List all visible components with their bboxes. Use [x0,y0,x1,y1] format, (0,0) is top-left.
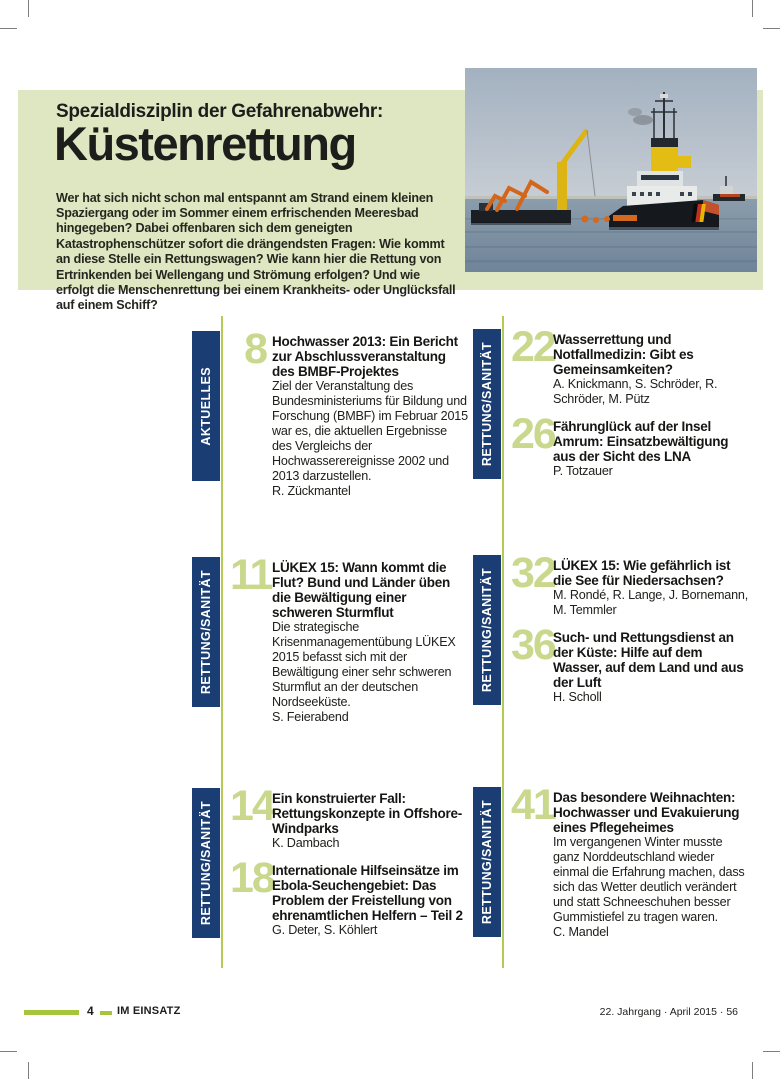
coast-guard-ship-photo [465,68,757,272]
entry-text: Such- und Rettungsdienst an der Küste: H… [553,630,749,705]
crop-mark-top-right-h [763,28,780,29]
section-label-box: RETTUNG/SANITÄT [192,557,220,707]
entry-title: Ein konstruierter Fall: Rettungskonzepte… [272,791,463,836]
entry-page-number: 36 [511,621,557,669]
section-label-box: RETTUNG/SANITÄT [473,787,501,937]
entry-authors: S. Feierabend [272,710,349,724]
entry-authors: M. Rondé, R. Lange, J. Bornemann, M. Tem… [553,588,749,617]
section-label: RETTUNG/SANITÄT [480,567,494,693]
entry-authors: G. Deter, S. Köhlert [272,923,378,937]
entry-page-number: 14 [230,782,276,830]
entry-description: Die strategische Krisenmanagementübung L… [272,620,456,709]
entry-authors: A. Knickmann, S. Schröder, R. Schröder, … [553,377,718,406]
entry-authors: H. Scholl [553,690,602,704]
toc-entry: 41 Das besondere Weihnachten: Hochwasser… [511,781,751,940]
crop-mark-bottom-right-h [763,1051,780,1052]
toc-entry: 22 Wasserrettung und Notfallmedizin: Gib… [511,323,751,407]
crop-mark-bottom-left-v [28,1062,29,1079]
toc-entry: 11 LÜKEX 15: Wann kommt die Flut? Bund u… [230,551,470,725]
entry-description: Im vergangenen Winter musste ganz Nordde… [553,835,745,924]
toc-divider-line-right [502,316,504,968]
entry-title: Wasserrettung und Notfallmedizin: Gibt e… [553,332,694,377]
section-label: RETTUNG/SANITÄT [199,800,213,926]
section-label: RETTUNG/SANITÄT [480,341,494,467]
entry-page-number: 8 [244,325,268,373]
toc-entry: 18 Internationale Hilfseinsätze im Ebola… [230,854,470,938]
toc-divider-line-left [221,316,223,968]
section-label-box: RETTUNG/SANITÄT [473,329,501,479]
footer-magazine-title: IM EINSATZ [117,1005,181,1017]
section-label-box: AKTUELLES [192,331,220,481]
section-label: RETTUNG/SANITÄT [199,569,213,695]
entry-text: Fährunglück auf der Insel Amrum: Einsatz… [553,419,749,479]
section-entries: 14 Ein konstruierter Fall: Rettungskonze… [230,782,470,950]
crop-mark-top-left-h [0,28,17,29]
crop-mark-bottom-right-v [752,1062,753,1079]
entry-page-number: 26 [511,410,557,458]
entry-title: Fährunglück auf der Insel Amrum: Einsatz… [553,419,729,464]
entry-text: Hochwasser 2013: Ein Bericht zur Abschlu… [272,334,468,499]
crop-mark-top-right-v [752,0,753,17]
footer-accent-dash [100,1011,112,1015]
footer-accent-bar [24,1010,79,1015]
entry-title: Hochwasser 2013: Ein Bericht zur Abschlu… [272,334,458,379]
section-entries: 22 Wasserrettung und Notfallmedizin: Gib… [511,323,751,491]
ship-photo-illustration [465,68,757,272]
crop-mark-top-left-v [28,0,29,17]
entry-description: Ziel der Veranstaltung des Bundesministe… [272,379,468,483]
entry-text: Internationale Hilfseinsätze im Ebola-Se… [272,863,468,938]
section-label-box: RETTUNG/SANITÄT [192,788,220,938]
section-entries: 11 LÜKEX 15: Wann kommt die Flut? Bund u… [230,551,470,737]
page-title: Küstenrettung [54,117,357,170]
section-entries: 8 Hochwasser 2013: Ein Bericht zur Absch… [230,325,470,511]
entry-title: Das besondere Weihnachten: Hochwasser un… [553,790,740,835]
entry-text: Das besondere Weihnachten: Hochwasser un… [553,790,749,940]
entry-page-number: 11 [230,551,273,599]
toc-entry: 14 Ein konstruierter Fall: Rettungskonze… [230,782,470,851]
entry-title: Internationale Hilfseinsätze im Ebola-Se… [272,863,463,923]
entry-title: Such- und Rettungsdienst an der Küste: H… [553,630,744,690]
entry-authors: R. Zückmantel [272,484,351,498]
entry-text: LÜKEX 15: Wann kommt die Flut? Bund und … [272,560,468,725]
crop-mark-bottom-left-h [0,1051,17,1052]
entry-page-number: 32 [511,549,557,597]
toc-entry: 8 Hochwasser 2013: Ein Bericht zur Absch… [230,325,470,499]
entry-authors: C. Mandel [553,925,609,939]
entry-page-number: 22 [511,323,557,371]
toc-entry: 32 LÜKEX 15: Wie gefährlich ist die See … [511,549,751,618]
footer-issue-info: 22. Jahrgang · April 2015 · 56 [599,1006,738,1018]
section-label: RETTUNG/SANITÄT [480,799,494,925]
entry-authors: K. Dambach [272,836,340,850]
entry-page-number: 18 [230,854,276,902]
section-label-box: RETTUNG/SANITÄT [473,555,501,705]
toc-entry: 26 Fährunglück auf der Insel Amrum: Eins… [511,410,751,479]
entry-text: LÜKEX 15: Wie gefährlich ist die See für… [553,558,749,618]
intro-paragraph: Wer hat sich nicht schon mal entspannt a… [56,190,456,313]
entry-title: LÜKEX 15: Wann kommt die Flut? Bund und … [272,560,450,620]
entry-title: LÜKEX 15: Wie gefährlich ist die See für… [553,558,731,588]
footer-page-number: 4 [87,1004,94,1018]
section-label: AKTUELLES [199,366,213,446]
entry-text: Wasserrettung und Notfallmedizin: Gibt e… [553,332,749,407]
entry-text: Ein konstruierter Fall: Rettungskonzepte… [272,791,468,851]
toc-entry: 36 Such- und Rettungsdienst an der Küste… [511,621,751,705]
kicker-text: Spezialdisziplin der Gefahrenabwehr: [56,101,384,122]
entry-authors: P. Totzauer [553,464,613,478]
section-entries: 41 Das besondere Weihnachten: Hochwasser… [511,781,751,952]
entry-page-number: 41 [511,781,557,829]
section-entries: 32 LÜKEX 15: Wie gefährlich ist die See … [511,549,751,717]
